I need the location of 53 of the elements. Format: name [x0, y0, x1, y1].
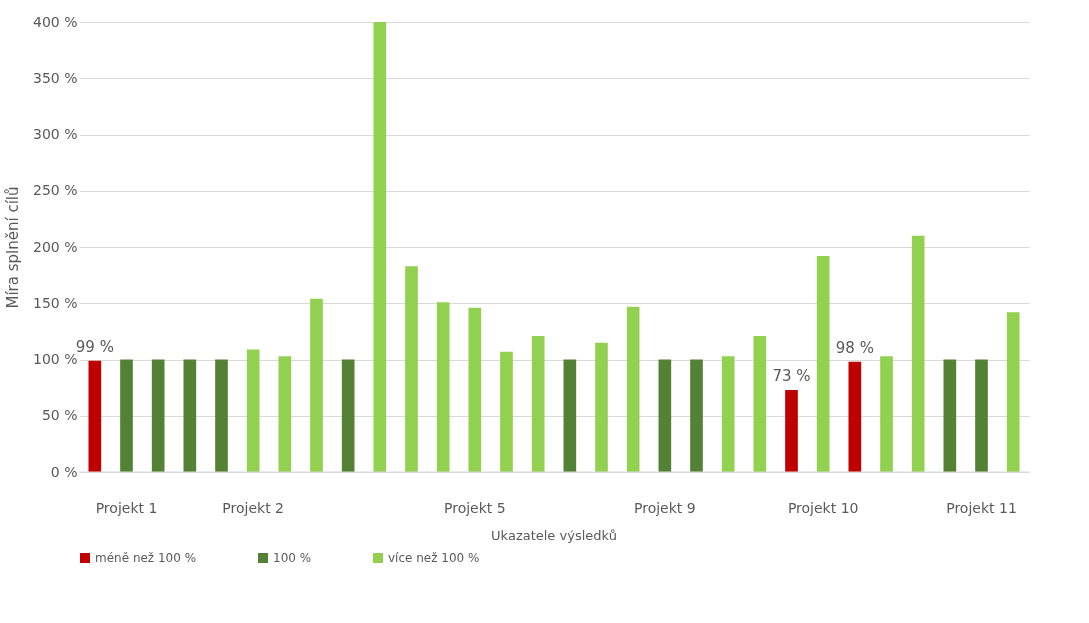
- bar: [848, 361, 862, 472]
- bar: [721, 356, 735, 472]
- y-tick-label: 250 %: [33, 182, 78, 199]
- bar: [215, 359, 228, 472]
- legend-label: méně než 100 %: [95, 551, 197, 565]
- x-tick-label: Projekt 5: [444, 500, 506, 516]
- bar: [151, 359, 165, 472]
- y-tick-label: 50 %: [41, 407, 78, 424]
- data-label: 98 %: [835, 338, 874, 357]
- bar: [1006, 312, 1020, 472]
- y-tick-label: 200 %: [33, 238, 78, 255]
- bar: [373, 22, 387, 472]
- bar: [690, 359, 703, 472]
- bar: [468, 307, 482, 472]
- bar: [785, 389, 798, 472]
- bar: [88, 360, 102, 472]
- data-label: 73 %: [772, 366, 811, 385]
- x-tick-label: Projekt 10: [787, 500, 859, 516]
- x-tick-label: Projekt 1: [95, 500, 158, 516]
- y-tick-label: 350 %: [33, 69, 78, 86]
- x-axis-title: Ukazatele výsledků: [491, 528, 617, 543]
- bar: [943, 359, 957, 472]
- x-tick-label: Projekt 11: [946, 500, 1017, 516]
- bar: [183, 359, 197, 472]
- x-tick-label: Projekt 2: [222, 500, 284, 516]
- y-tick-label: 100 %: [33, 351, 78, 367]
- y-axis-title: Míra splnění cílů: [4, 186, 23, 309]
- legend-label: více než 100 %: [388, 551, 480, 565]
- bar: [531, 335, 545, 472]
- bar: [436, 302, 450, 472]
- y-tick-label: 400 %: [33, 13, 78, 30]
- x-tick-label: Projekt 9: [634, 500, 696, 516]
- bar: [911, 235, 925, 472]
- y-tick-label: 300 %: [33, 126, 78, 142]
- bar: [310, 298, 323, 472]
- bar: [246, 349, 260, 472]
- bar: [880, 356, 893, 472]
- bar: [341, 359, 355, 472]
- bar: [816, 256, 830, 472]
- bar: [658, 359, 672, 472]
- bar: [753, 335, 767, 472]
- bar: [563, 359, 577, 472]
- bar: [975, 359, 988, 472]
- data-label: 99 %: [75, 337, 114, 356]
- bar: [278, 356, 292, 472]
- bar: [595, 342, 608, 472]
- legend-label: 100 %: [273, 551, 312, 565]
- bar: [626, 306, 640, 472]
- bar: [405, 266, 418, 472]
- y-tick-label: 150 %: [33, 294, 78, 311]
- y-tick-label: 0 %: [50, 463, 78, 480]
- bar: [120, 359, 133, 472]
- bar: [500, 351, 513, 472]
